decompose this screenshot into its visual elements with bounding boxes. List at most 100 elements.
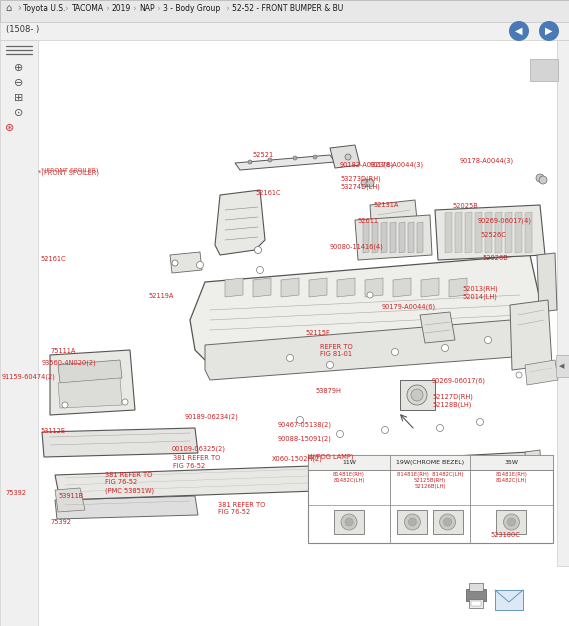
Circle shape (257, 267, 263, 274)
Polygon shape (365, 278, 383, 297)
Circle shape (476, 419, 484, 426)
Circle shape (484, 337, 492, 344)
Polygon shape (445, 212, 452, 253)
Text: 11W: 11W (342, 460, 356, 465)
Bar (471, 601, 481, 606)
Circle shape (293, 156, 297, 160)
Text: 52521: 52521 (252, 152, 273, 158)
Text: Toyota U.S.: Toyota U.S. (23, 4, 65, 13)
Text: 52611: 52611 (357, 218, 378, 224)
Text: 19W(CHROME BEZEL): 19W(CHROME BEZEL) (396, 460, 464, 465)
Bar (334, 510, 364, 534)
Polygon shape (455, 212, 462, 253)
Text: 52526C: 52526C (480, 232, 506, 238)
Text: *(FRONT SPOILER): *(FRONT SPOILER) (41, 168, 98, 173)
Polygon shape (537, 253, 557, 312)
Circle shape (539, 21, 559, 41)
Text: ▶: ▶ (545, 26, 552, 36)
Circle shape (440, 514, 456, 530)
Bar (469, 599, 483, 608)
Polygon shape (309, 278, 327, 297)
Polygon shape (190, 255, 540, 365)
Text: ⌂: ⌂ (5, 3, 11, 13)
Circle shape (436, 424, 443, 431)
Bar (530, 59, 558, 81)
Text: 3 - Body Group: 3 - Body Group (163, 4, 220, 13)
Polygon shape (525, 212, 532, 253)
Polygon shape (390, 222, 396, 253)
Circle shape (268, 158, 272, 162)
Bar (497, 510, 526, 534)
Text: 381 REFER TO
FIG 76-52
(PMC 53851W): 381 REFER TO FIG 76-52 (PMC 53851W) (105, 472, 154, 493)
Polygon shape (337, 278, 355, 297)
Polygon shape (408, 222, 414, 253)
Bar (308, 455, 553, 470)
Circle shape (366, 179, 374, 187)
Polygon shape (330, 145, 360, 168)
Text: 81481E(RH)
81482C(LH): 81481E(RH) 81482C(LH) (496, 472, 527, 483)
Text: (1508- ): (1508- ) (6, 25, 39, 34)
Circle shape (313, 155, 317, 159)
Polygon shape (42, 428, 198, 457)
Text: 52161C: 52161C (255, 190, 281, 196)
Polygon shape (485, 212, 492, 253)
Polygon shape (58, 378, 122, 408)
Polygon shape (435, 205, 545, 260)
Text: ›: › (63, 4, 71, 13)
Bar (495, 590, 523, 610)
Text: 75392: 75392 (5, 490, 26, 496)
Circle shape (411, 389, 423, 401)
Bar (557, 40, 569, 566)
Circle shape (504, 514, 519, 530)
Circle shape (536, 174, 544, 182)
Circle shape (407, 385, 427, 405)
Text: 90178-A0044(3): 90178-A0044(3) (370, 162, 424, 168)
Circle shape (442, 344, 448, 352)
Text: 52-52 - FRONT BUMPER & BU: 52-52 - FRONT BUMPER & BU (232, 4, 343, 13)
Text: 53273D(RH)
53274D(LH): 53273D(RH) 53274D(LH) (340, 175, 381, 190)
Circle shape (196, 262, 204, 269)
Text: 90080-11416(4): 90080-11416(4) (330, 243, 384, 250)
Polygon shape (525, 360, 558, 385)
Circle shape (516, 372, 522, 378)
Text: 381 REFER TO
FIG 76-52: 381 REFER TO FIG 76-52 (173, 455, 220, 468)
Text: 52131A: 52131A (373, 202, 398, 208)
Text: ⊞: ⊞ (14, 93, 24, 103)
Text: 75392: 75392 (50, 519, 71, 525)
Polygon shape (372, 222, 378, 253)
Text: 53911B: 53911B (58, 493, 83, 499)
Circle shape (327, 361, 333, 369)
Polygon shape (495, 212, 502, 253)
Circle shape (254, 247, 262, 254)
Circle shape (345, 154, 351, 160)
Text: ⊛: ⊛ (5, 123, 15, 133)
Text: *(FRONT SPOILER): *(FRONT SPOILER) (38, 169, 99, 175)
Polygon shape (381, 222, 387, 253)
Text: ⊕: ⊕ (14, 63, 24, 73)
Bar (432, 510, 463, 534)
Text: ◀: ◀ (559, 363, 564, 369)
Polygon shape (417, 222, 423, 253)
Polygon shape (475, 212, 482, 253)
Polygon shape (235, 155, 335, 170)
Circle shape (381, 426, 389, 433)
Text: ›: › (131, 4, 139, 13)
Polygon shape (505, 212, 512, 253)
Text: ⊙: ⊙ (14, 108, 24, 118)
Circle shape (539, 176, 547, 184)
Polygon shape (355, 215, 432, 260)
Text: 81481E(RH)  81482C(LH)
52125B(RH)
52126B(LH): 81481E(RH) 81482C(LH) 52125B(RH) 52126B(… (397, 472, 463, 490)
Text: ›: › (104, 4, 112, 13)
Circle shape (509, 21, 529, 41)
Text: 381 REFER TO
FIG 76-52: 381 REFER TO FIG 76-52 (218, 502, 265, 515)
Text: 75111A: 75111A (50, 348, 75, 354)
Polygon shape (465, 212, 472, 253)
Text: NAP: NAP (139, 4, 155, 13)
Text: 52025B: 52025B (452, 203, 478, 209)
Text: 90182-A0023(6): 90182-A0023(6) (340, 162, 394, 168)
Circle shape (341, 514, 357, 530)
Circle shape (62, 402, 68, 408)
Circle shape (296, 416, 303, 424)
Text: X060-1502H(2): X060-1502H(2) (272, 456, 323, 463)
Text: 91159-60474(2): 91159-60474(2) (2, 373, 56, 379)
